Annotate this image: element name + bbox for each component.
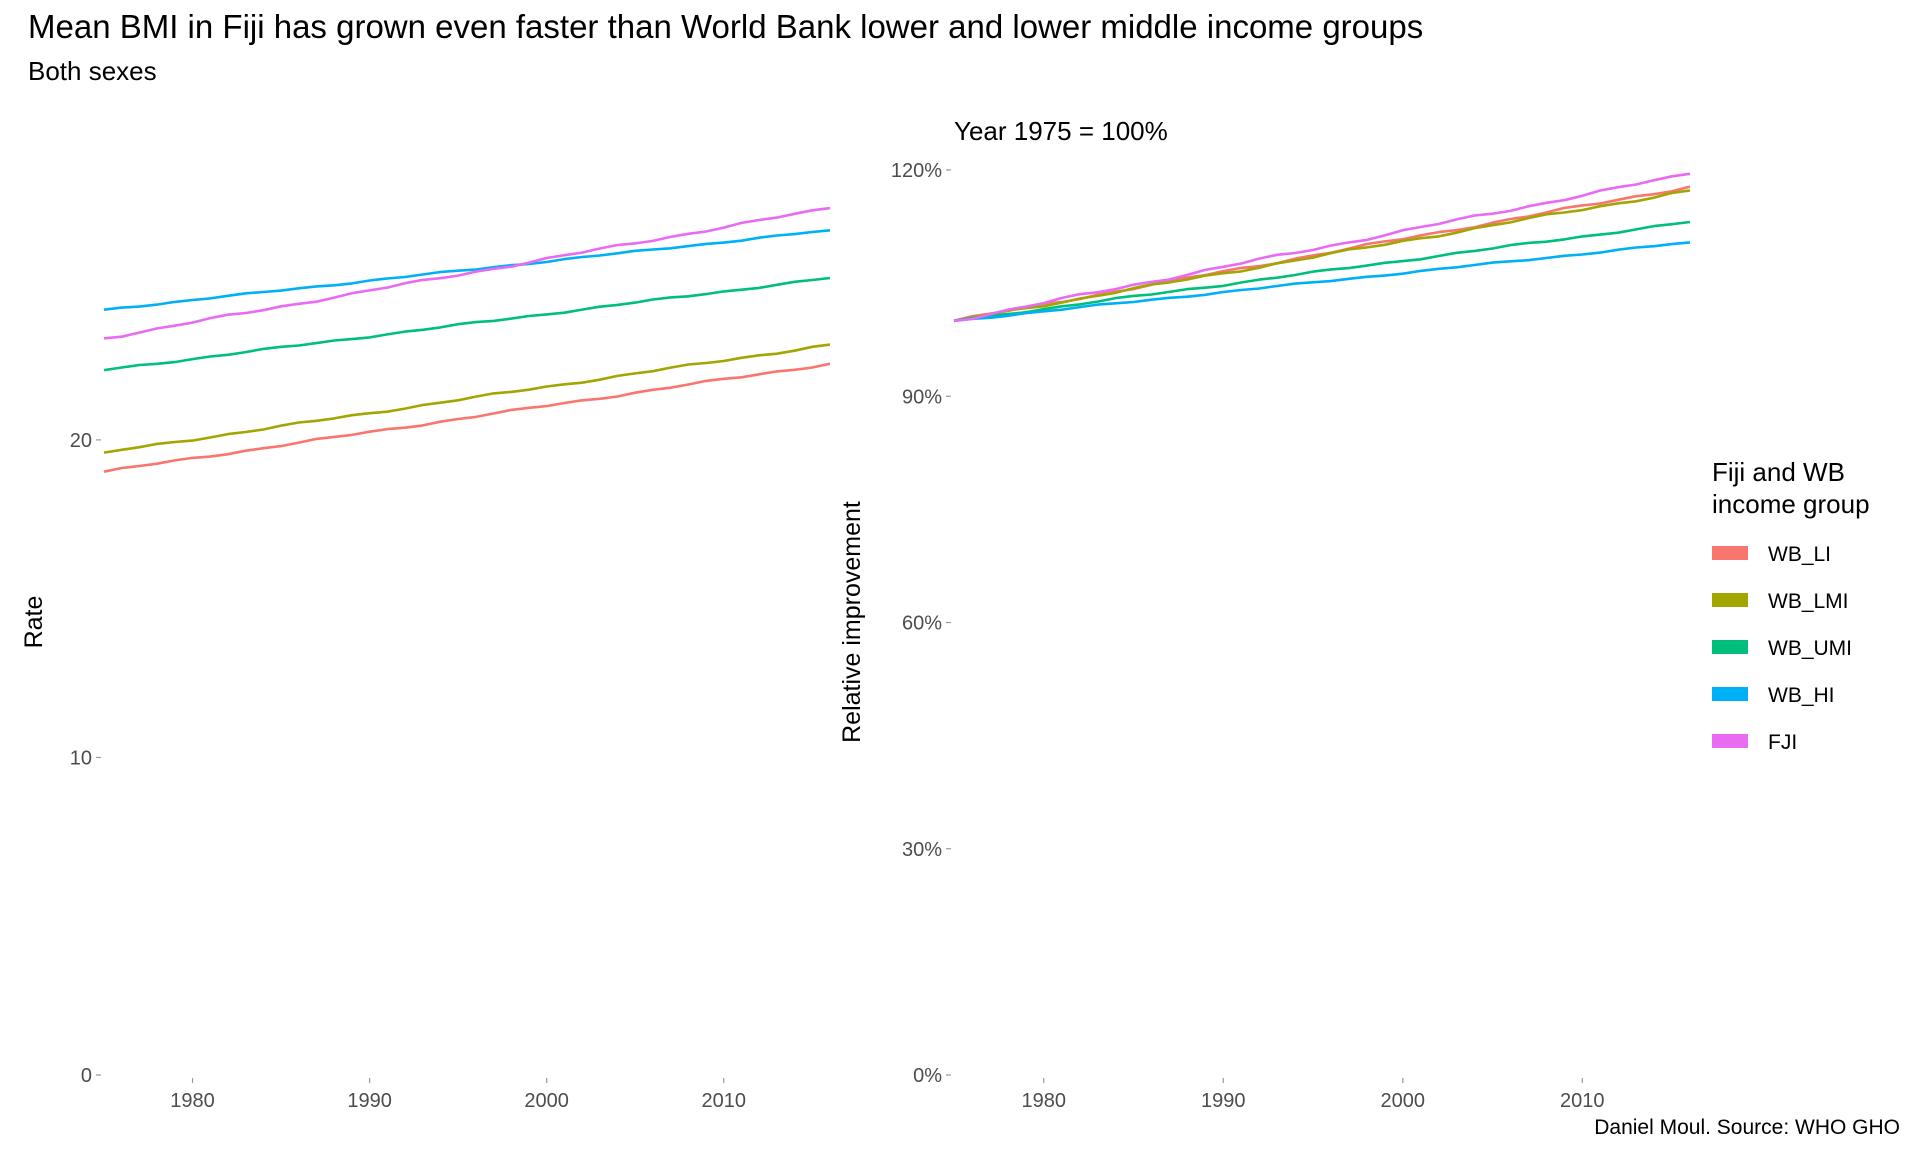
- series-line-wb-hi: [953, 241, 1691, 323]
- series-line-wb-umi: [103, 276, 831, 372]
- y-axis-title: Relative improvement: [838, 501, 866, 743]
- chart-title: Mean BMI in Fiji has grown even faster t…: [28, 8, 1424, 45]
- y-tick-label: 30%: [902, 839, 942, 861]
- legend-title-line1: Fiji and WB: [1712, 457, 1845, 487]
- legend-label: WB_UMI: [1768, 637, 1852, 660]
- series-line-fji: [953, 172, 1691, 323]
- legend-label: WB_LI: [1768, 543, 1831, 566]
- legend-key-wb-hi: [1712, 687, 1748, 701]
- x-tick-label: 1980: [170, 1090, 215, 1112]
- legend-key-wb-lmi: [1712, 593, 1748, 607]
- legend-label: WB_HI: [1768, 684, 1835, 707]
- x-tick-label: 2010: [1560, 1090, 1605, 1112]
- legend: Fiji and WB income group WB_LI WB_LMI WB_U…: [1712, 457, 1870, 754]
- legend-key-wb-umi: [1712, 640, 1748, 654]
- series-line-wb-li: [103, 362, 831, 473]
- legend-key-wb-li: [1712, 546, 1748, 560]
- y-tick-label: 0: [81, 1065, 92, 1087]
- x-tick-label: 2010: [702, 1090, 747, 1112]
- y-tick-label: 20: [70, 430, 92, 452]
- x-tick-label: 1990: [1201, 1090, 1246, 1112]
- series-line-wb-umi: [953, 220, 1691, 323]
- y-tick-label: 10: [70, 747, 92, 769]
- y-axis-title: Rate: [20, 596, 48, 649]
- legend-label: WB_LMI: [1768, 590, 1849, 613]
- chart-caption: Daniel Moul. Source: WHO GHO: [1594, 1116, 1900, 1139]
- x-tick-label: 1980: [1022, 1090, 1067, 1112]
- series-line-wb-lmi: [953, 189, 1691, 323]
- x-tick-label: 2000: [1381, 1090, 1426, 1112]
- legend-label: FJI: [1768, 731, 1797, 754]
- legend-items: WB_LI WB_LMI WB_UMI WB_HI FJI: [1712, 543, 1852, 754]
- series-line-fji: [103, 206, 831, 340]
- left-panel-rate: Rate 0 10 20 1980 1990 2000 2010: [20, 206, 831, 1112]
- x-tick-label: 2000: [524, 1090, 569, 1112]
- x-tick-label: 1990: [347, 1090, 392, 1112]
- legend-key-fji: [1712, 734, 1748, 748]
- panel-subtitle: Year 1975 = 100%: [954, 116, 1168, 146]
- y-tick-label: 90%: [902, 386, 942, 408]
- y-tick-label: 120%: [891, 160, 942, 182]
- y-tick-label: 0%: [913, 1065, 942, 1087]
- right-panel-relative: Year 1975 = 100% Relative improvement 0% 30…: [838, 116, 1691, 1112]
- chart-subtitle: Both sexes: [28, 56, 157, 86]
- legend-title-line2: income group: [1712, 489, 1870, 519]
- y-tick-label: 60%: [902, 613, 942, 635]
- series-line-wb-hi: [103, 229, 831, 311]
- series-line-wb-lmi: [103, 343, 831, 454]
